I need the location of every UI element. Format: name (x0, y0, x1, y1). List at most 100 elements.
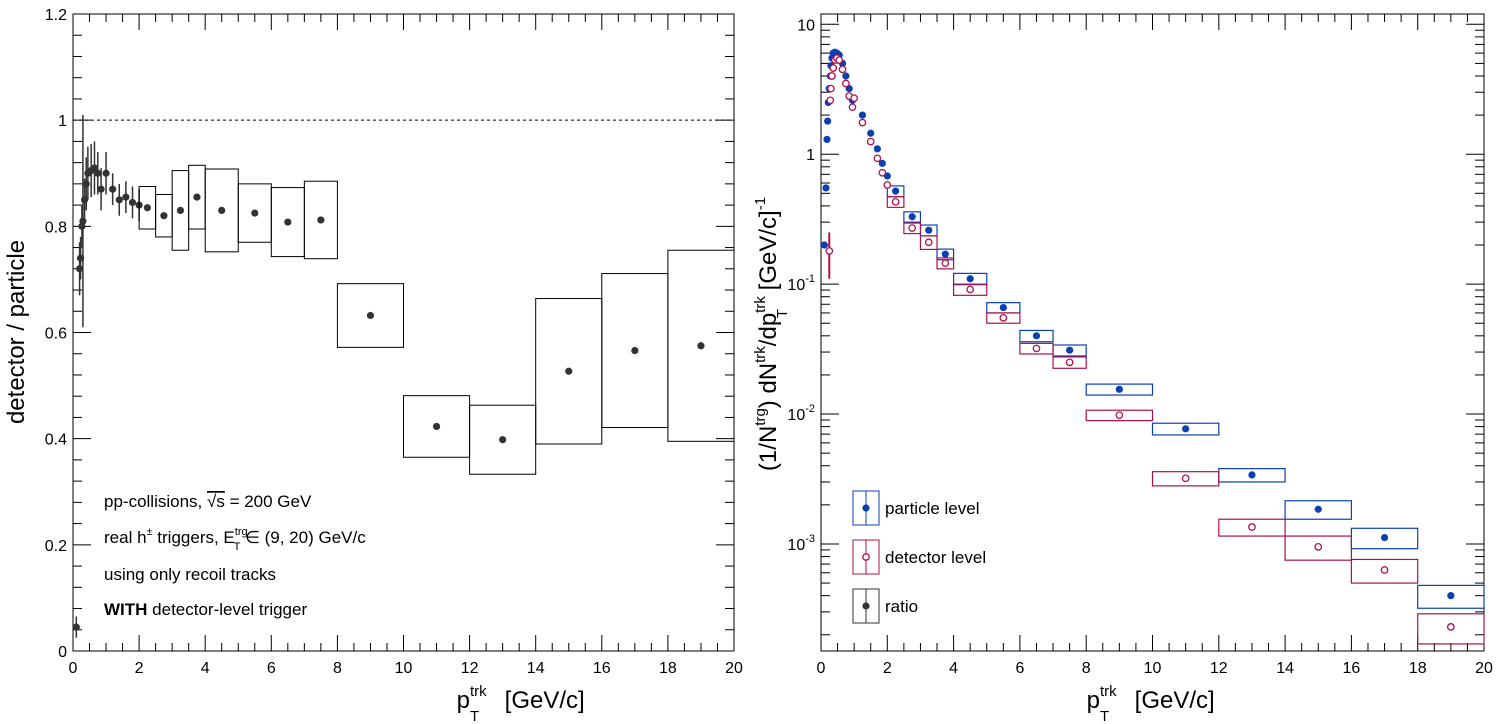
particle-point (891, 187, 900, 195)
y-tick-base: 10 (787, 537, 805, 554)
x-tick-label: 16 (593, 660, 611, 677)
detector-point (1380, 566, 1389, 574)
particle-point (822, 184, 830, 192)
x-tick-label: 16 (1343, 660, 1361, 677)
y-label-c: /dp (755, 313, 782, 346)
x-axis-label-sub: T (470, 708, 479, 724)
particle-syst-box (1019, 329, 1054, 343)
detector-point (835, 56, 844, 64)
ratio-point (80, 196, 89, 204)
y-tick-exp: -3 (805, 533, 815, 545)
ratio-point (565, 367, 573, 375)
ratio-point (122, 193, 130, 201)
particle-point (1115, 385, 1123, 393)
ratio-point (97, 185, 105, 193)
x-tick-label: 20 (725, 660, 743, 677)
detector-point (826, 96, 835, 105)
particle-syst-box (903, 211, 922, 223)
legend-marker (862, 553, 870, 561)
y-tick-base: 10 (797, 17, 815, 34)
ratio-point (72, 623, 80, 631)
y-tick-label: 1 (806, 147, 815, 164)
detector-point (908, 224, 917, 232)
x-axis-label-p: p (1087, 687, 1100, 714)
x-tick-label: 6 (1015, 660, 1024, 677)
x-tick-label: 14 (527, 660, 545, 677)
y-label-d: [GeV/c] (755, 210, 782, 297)
ratio-point (102, 169, 110, 177)
particle-syst-box (1417, 584, 1485, 609)
y-tick-label: 1.2 (45, 7, 67, 24)
particle-syst-box (1085, 383, 1154, 396)
detector-point (827, 84, 835, 93)
ratio-point (284, 218, 292, 226)
x-tick-label: 4 (201, 660, 210, 677)
detector-syst-box (1085, 409, 1154, 422)
x-axis-label-rest: trk T [GeV/c] (470, 683, 585, 724)
ratio-point (128, 198, 137, 207)
x-axis-label-sub: T (1100, 708, 1109, 724)
y-label-sup: trk (752, 296, 769, 313)
annotation-bold: WITH (104, 600, 147, 619)
detector-syst-box (886, 196, 905, 208)
ratio-plot: 0 2 4 6 8 10 12 14 16 18 20 0 0.2 0.4 0.6 0.8 1 1.2 p trk T … (3, 7, 743, 724)
detector-syst-box (952, 283, 988, 296)
particle-point (1032, 332, 1041, 340)
particle-point (867, 129, 875, 137)
particle-point (824, 117, 832, 125)
legend-marker (862, 504, 870, 512)
annotation-sqrt: √s (207, 492, 225, 511)
y-label-sup: trk (752, 346, 769, 363)
x-axis-label: p (457, 687, 470, 714)
x-tick-label: 4 (949, 660, 958, 677)
x-tick-label: 14 (1276, 660, 1294, 677)
detector-point (1248, 523, 1256, 531)
detector-point (1181, 474, 1190, 483)
particle-point (966, 275, 974, 283)
y-tick-label: 0.8 (45, 219, 67, 236)
annotation-sub: T (234, 541, 241, 553)
ratio-point (218, 206, 226, 215)
particle-point (999, 303, 1007, 312)
detector-point (1065, 358, 1074, 367)
x-axis-label-p: p (457, 687, 470, 714)
detector-point (866, 137, 875, 146)
x-tick-label: 2 (135, 660, 144, 677)
particle-point (1380, 533, 1389, 542)
y-tick-label: 0.6 (45, 326, 67, 343)
ratio-point (160, 212, 168, 220)
y-tick-label: 10-3 (787, 533, 815, 554)
y-label-exp: -1 (752, 197, 769, 210)
detector-point (1032, 344, 1041, 353)
ratio-point (143, 204, 151, 212)
particle-point (1248, 471, 1256, 479)
ratio-point (78, 222, 86, 230)
ratio-point (90, 164, 99, 172)
detector-syst-box (1417, 613, 1485, 645)
x-tick-label: 18 (1409, 660, 1427, 677)
ratio-syst-box (667, 249, 735, 442)
ratio-point (499, 436, 507, 444)
detector-point (924, 238, 933, 247)
y-tick-base: 10 (787, 277, 805, 294)
legend-label: detector level (885, 548, 986, 567)
y-tick-base: 1 (806, 147, 815, 164)
x-axis-label-unit: [GeV/c] (1128, 687, 1215, 714)
particle-point (858, 111, 867, 119)
annotation-text: = 200 GeV (225, 492, 312, 511)
detector-point (873, 154, 882, 163)
ratio-point (176, 206, 185, 215)
detector-point (891, 197, 900, 206)
y-label-sub: T (774, 309, 791, 318)
annotation-line: using only recoil tracks (104, 565, 276, 584)
annotation-sup: ± (147, 526, 153, 538)
detector-syst-box (1052, 356, 1087, 369)
x-axis-label: p (1087, 687, 1100, 714)
particle-point (925, 226, 933, 234)
legend: particle level detector level ratio (852, 490, 986, 624)
ratio-point (94, 169, 102, 177)
annotation-text: triggers, E (153, 528, 235, 547)
legend-label: ratio (885, 597, 918, 616)
